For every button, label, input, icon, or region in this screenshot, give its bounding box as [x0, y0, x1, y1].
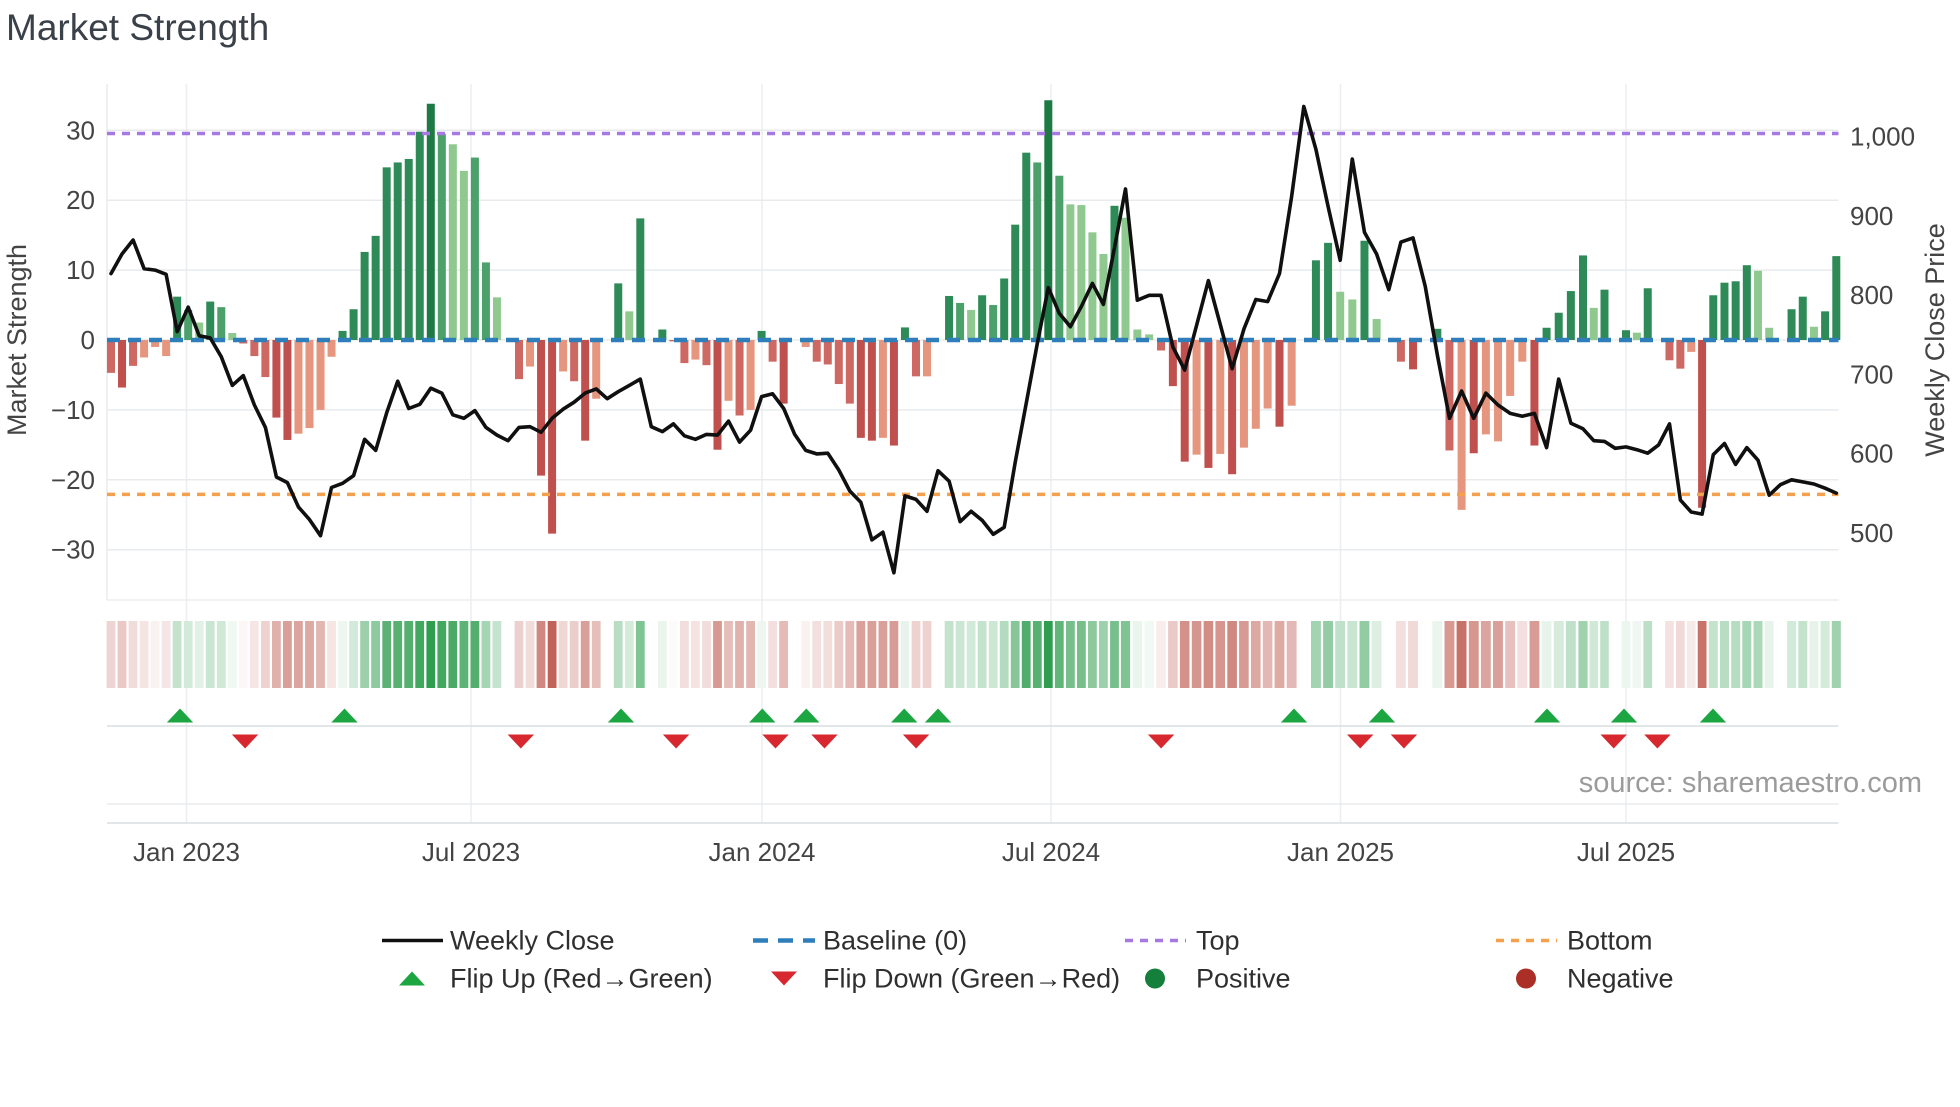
svg-text:Jan 2023: Jan 2023 — [133, 837, 240, 867]
svg-text:10: 10 — [66, 255, 95, 285]
svg-text:Jan 2024: Jan 2024 — [709, 837, 816, 867]
svg-text:30: 30 — [66, 115, 95, 145]
svg-text:0: 0 — [81, 325, 95, 355]
svg-text:Jul 2025: Jul 2025 — [1577, 837, 1675, 867]
svg-text:Flip Down (Green→Red): Flip Down (Green→Red) — [823, 964, 1120, 994]
svg-text:Top: Top — [1196, 926, 1240, 956]
svg-text:Jul 2024: Jul 2024 — [1002, 837, 1100, 867]
svg-text:Bottom: Bottom — [1567, 926, 1653, 956]
svg-text:600: 600 — [1850, 439, 1893, 469]
svg-text:700: 700 — [1850, 359, 1893, 389]
svg-text:800: 800 — [1850, 280, 1893, 310]
svg-text:500: 500 — [1850, 518, 1893, 548]
svg-text:900: 900 — [1850, 201, 1893, 231]
svg-text:Baseline (0): Baseline (0) — [823, 926, 967, 956]
svg-text:Negative: Negative — [1567, 964, 1674, 994]
svg-text:Weekly Close Price: Weekly Close Price — [1920, 223, 1950, 457]
svg-text:−30: −30 — [51, 535, 95, 565]
svg-text:Market Strength: Market Strength — [6, 7, 269, 48]
svg-text:Positive: Positive — [1196, 964, 1291, 994]
svg-text:1,000: 1,000 — [1850, 122, 1915, 152]
svg-text:−10: −10 — [51, 395, 95, 425]
svg-text:Jan 2025: Jan 2025 — [1287, 837, 1394, 867]
svg-text:20: 20 — [66, 185, 95, 215]
svg-text:−20: −20 — [51, 465, 95, 495]
svg-text:Flip Up (Red→Green): Flip Up (Red→Green) — [450, 964, 713, 994]
svg-text:source: sharemaestro.com: source: sharemaestro.com — [1579, 767, 1922, 799]
svg-text:Jul 2023: Jul 2023 — [422, 837, 520, 867]
svg-text:Weekly Close: Weekly Close — [450, 926, 615, 956]
svg-text:Market Strength: Market Strength — [2, 244, 32, 436]
